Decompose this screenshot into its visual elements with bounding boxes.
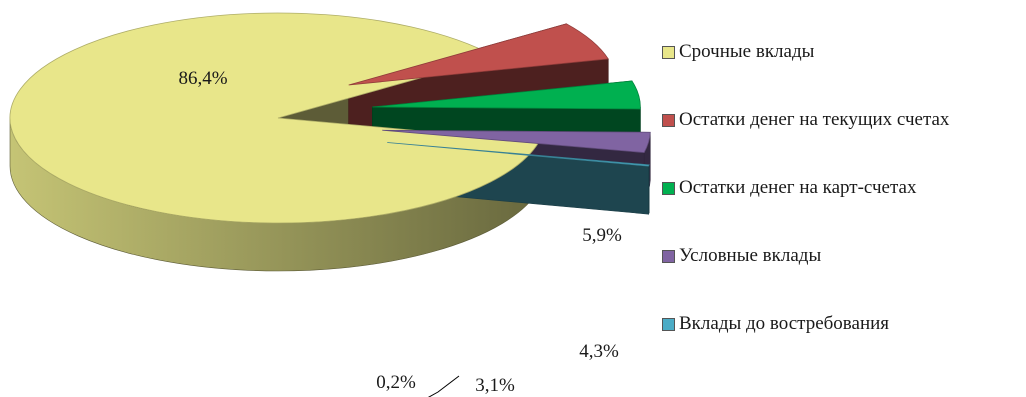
- legend-item: Условные вклады: [662, 244, 949, 268]
- legend-swatch: [662, 113, 675, 127]
- legend-label: Вклады до востребования: [679, 313, 890, 334]
- legend-item: Вклады до востребования: [662, 312, 949, 336]
- legend-label: Остатки денег на текущих счетах: [679, 109, 950, 130]
- legend-swatch: [662, 45, 675, 59]
- legend-item: Срочные вклады: [662, 40, 949, 64]
- slice: [372, 80, 641, 110]
- legend: Срочные вклады Остатки денег на текущих …: [662, 40, 949, 380]
- leader-line: [427, 375, 460, 397]
- data-label: 0,2%: [376, 372, 416, 393]
- pie-labels: 86,4% 5,9% 4,3% 3,1% 0,2%: [178, 68, 622, 397]
- legend-swatch: [662, 249, 675, 263]
- pie-chart: 86,4% 5,9% 4,3% 3,1% 0,2%: [9, 12, 651, 397]
- legend-swatch: [662, 317, 675, 331]
- legend-item: Остатки денег на текущих счетах: [662, 108, 949, 132]
- legend-label: Условные вклады: [679, 245, 822, 266]
- pie-tops: [9, 12, 651, 224]
- data-label: 4,3%: [579, 341, 619, 362]
- legend-label: Срочные вклады: [679, 41, 815, 62]
- data-label: 3,1%: [475, 375, 515, 396]
- slice: [382, 129, 651, 153]
- slice: [9, 12, 540, 224]
- data-label: 86,4%: [178, 68, 227, 89]
- data-label: 5,9%: [582, 225, 622, 246]
- legend-item: Остатки денег на карт-счетах: [662, 176, 949, 200]
- slice: [387, 142, 650, 167]
- legend-label: Остатки денег на карт-счетах: [679, 177, 917, 198]
- legend-swatch: [662, 181, 675, 195]
- slice: [348, 23, 609, 86]
